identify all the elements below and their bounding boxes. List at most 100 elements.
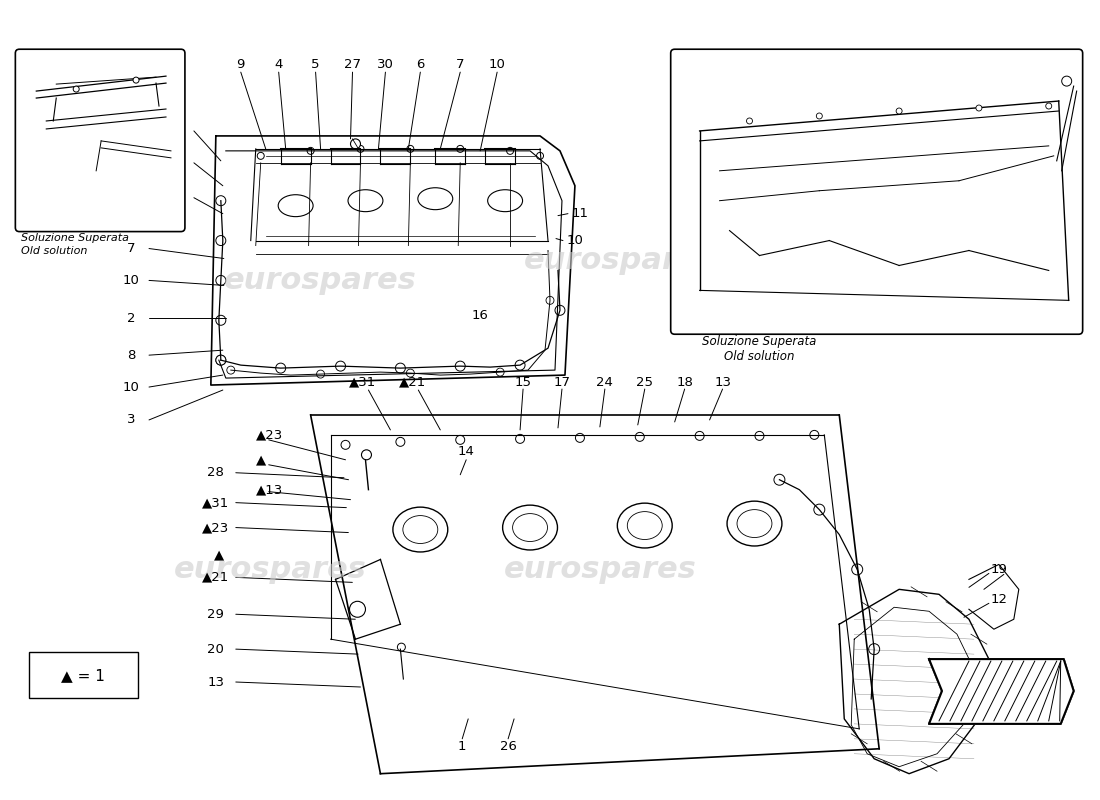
Text: 18: 18 [676, 375, 693, 389]
Text: 7: 7 [456, 58, 464, 70]
Text: 25: 25 [636, 375, 653, 389]
Circle shape [851, 564, 862, 575]
Circle shape [507, 147, 514, 154]
Circle shape [496, 368, 504, 376]
Ellipse shape [737, 510, 772, 538]
Ellipse shape [418, 188, 453, 210]
Circle shape [455, 435, 464, 444]
Text: 20: 20 [208, 642, 224, 656]
Text: 17: 17 [553, 375, 571, 389]
Polygon shape [930, 659, 1074, 724]
Circle shape [456, 146, 464, 152]
Text: 12: 12 [990, 593, 1008, 606]
Ellipse shape [503, 505, 558, 550]
Text: ▲: ▲ [213, 548, 224, 561]
Circle shape [216, 355, 225, 365]
FancyBboxPatch shape [671, 50, 1082, 334]
Text: Soluzione Superata: Soluzione Superata [702, 335, 816, 348]
Text: 10: 10 [566, 234, 583, 247]
Text: 9: 9 [25, 62, 33, 76]
Circle shape [1062, 76, 1071, 86]
Text: ▲22: ▲22 [700, 146, 727, 159]
Text: 15: 15 [515, 375, 531, 389]
Circle shape [227, 366, 234, 374]
Ellipse shape [348, 190, 383, 212]
Circle shape [336, 361, 345, 371]
Ellipse shape [617, 503, 672, 548]
Circle shape [406, 369, 415, 377]
Text: 11: 11 [571, 207, 588, 220]
Circle shape [216, 196, 225, 206]
Text: 4: 4 [275, 58, 283, 70]
Circle shape [362, 450, 372, 460]
Text: 10: 10 [167, 125, 185, 138]
Ellipse shape [393, 507, 448, 552]
Circle shape [133, 77, 139, 83]
Text: ▲23: ▲23 [202, 521, 230, 534]
Circle shape [276, 363, 286, 373]
Circle shape [216, 275, 225, 286]
Polygon shape [930, 659, 1074, 724]
Text: 3: 3 [126, 414, 135, 426]
Circle shape [358, 146, 364, 152]
Text: 9: 9 [172, 156, 180, 170]
Circle shape [350, 602, 365, 618]
Circle shape [455, 361, 465, 371]
Circle shape [397, 643, 406, 651]
Circle shape [747, 118, 752, 124]
Circle shape [869, 644, 880, 654]
Circle shape [307, 147, 315, 154]
Circle shape [546, 296, 554, 304]
Circle shape [575, 434, 584, 442]
Text: 2: 2 [126, 312, 135, 325]
Circle shape [396, 438, 405, 446]
Ellipse shape [627, 512, 662, 539]
Text: 10: 10 [122, 274, 140, 287]
Text: 19: 19 [990, 563, 1008, 576]
Circle shape [896, 108, 902, 114]
Circle shape [1046, 103, 1052, 109]
Circle shape [556, 306, 565, 315]
Text: 10: 10 [488, 58, 506, 70]
Text: 16: 16 [472, 309, 488, 322]
FancyBboxPatch shape [30, 652, 138, 698]
Text: ▲13: ▲13 [255, 483, 283, 496]
Text: eurospares: eurospares [174, 555, 367, 584]
Circle shape [74, 86, 79, 92]
Text: 8: 8 [126, 349, 135, 362]
Circle shape [216, 355, 225, 365]
Text: ▲31: ▲31 [202, 496, 230, 509]
Text: 29: 29 [208, 608, 224, 621]
Text: ▲21: ▲21 [202, 571, 230, 584]
Circle shape [755, 431, 764, 440]
Circle shape [810, 430, 818, 439]
Text: Old solution: Old solution [21, 246, 88, 255]
Ellipse shape [403, 515, 438, 543]
Text: ▲22: ▲22 [869, 90, 896, 102]
Circle shape [257, 152, 264, 159]
Text: 9: 9 [236, 58, 245, 70]
Circle shape [774, 474, 785, 486]
Text: 5: 5 [311, 58, 320, 70]
Text: 24: 24 [596, 375, 614, 389]
Ellipse shape [487, 190, 522, 212]
Circle shape [537, 152, 543, 159]
Ellipse shape [727, 501, 782, 546]
Text: eurospares: eurospares [524, 246, 716, 275]
Circle shape [216, 235, 225, 246]
Circle shape [976, 105, 982, 111]
Circle shape [351, 139, 361, 149]
Circle shape [395, 363, 406, 373]
Text: 27: 27 [344, 58, 361, 70]
Text: ▲ = 1: ▲ = 1 [62, 669, 106, 683]
Text: 1: 1 [458, 740, 466, 754]
Text: ▲31: ▲31 [349, 375, 376, 389]
Text: 6: 6 [416, 58, 425, 70]
Circle shape [317, 370, 324, 378]
Text: ▲23: ▲23 [700, 166, 727, 179]
Text: 14: 14 [458, 446, 474, 458]
Circle shape [516, 434, 525, 443]
Text: 28: 28 [208, 466, 224, 479]
Text: ▲21: ▲21 [398, 375, 426, 389]
Text: eurospares: eurospares [504, 555, 696, 584]
